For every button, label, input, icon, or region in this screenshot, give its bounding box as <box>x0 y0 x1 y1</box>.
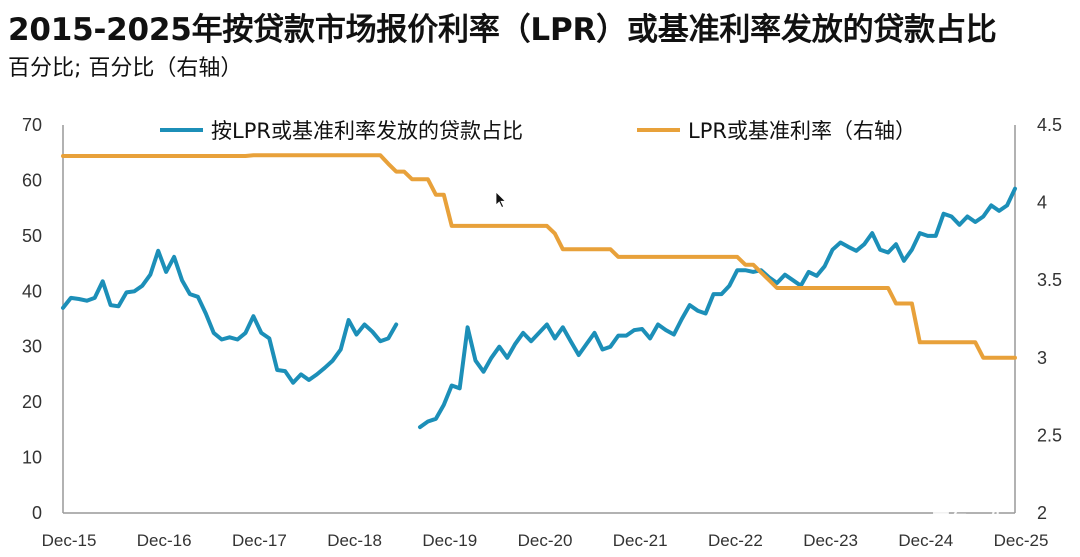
x-tick-label: Dec-24 <box>898 531 953 550</box>
chart-subtitle: 百分比; 百分比（右轴） <box>8 56 243 81</box>
y-left-tick-label: 30 <box>22 337 42 357</box>
y-right-tick-label: 2.5 <box>1037 425 1062 445</box>
mouse-cursor-icon <box>495 191 507 209</box>
lpr-series-line-segment-1 <box>61 153 1017 360</box>
y-left-tick-label: 50 <box>22 226 42 246</box>
legend-label: 按LPR或基准利率发放的贷款占比 <box>211 119 523 143</box>
y-right-tick-label: 4 <box>1037 193 1047 213</box>
share-series-line-segment-2 <box>418 186 1017 430</box>
y-right-tick-label: 3 <box>1037 348 1047 368</box>
x-tick-label: Dec-19 <box>422 531 477 550</box>
x-tick-label: Dec-22 <box>708 531 763 550</box>
y-left-tick-label: 60 <box>22 170 42 190</box>
x-tick-label: Dec-15 <box>42 531 97 550</box>
x-tick-label: Dec-23 <box>803 531 858 550</box>
x-tick-label: Dec-25 <box>994 531 1049 550</box>
y-right-tick-label: 2 <box>1037 503 1047 523</box>
chart-title: 2015-2025年按贷款市场报价利率（LPR）或基准利率发放的贷款占比 <box>8 12 997 48</box>
share-series-line-segment-1 <box>61 248 399 385</box>
x-tick-label: Dec-16 <box>137 531 192 550</box>
y-left-tick-label: 20 <box>22 392 42 412</box>
y-right-tick-label: 3.5 <box>1037 270 1062 290</box>
x-tick-label: Dec-18 <box>327 531 382 550</box>
x-tick-label: Dec-17 <box>232 531 287 550</box>
y-left-tick-label: 10 <box>22 448 42 468</box>
y-left-tick-label: 40 <box>22 281 42 301</box>
y-left-tick-label: 0 <box>32 503 42 523</box>
x-tick-label: Dec-21 <box>613 531 668 550</box>
y-right-tick-label: 4.5 <box>1037 115 1062 135</box>
y-left-tick-label: 70 <box>22 115 42 135</box>
x-tick-label: Dec-20 <box>518 531 573 550</box>
watermark: 豆包AI生成 <box>932 510 1025 532</box>
legend-label: LPR或基准利率（右轴） <box>688 119 916 143</box>
